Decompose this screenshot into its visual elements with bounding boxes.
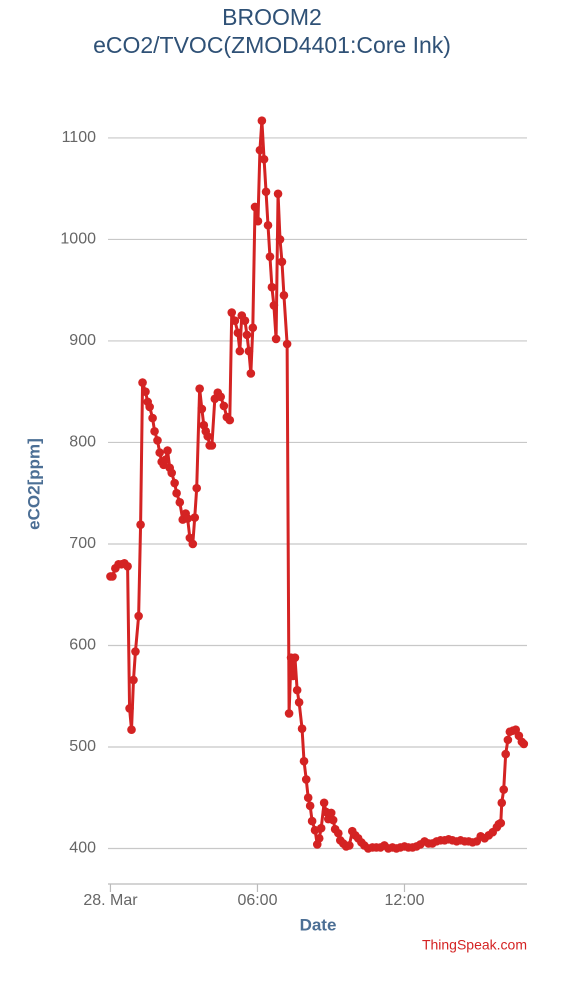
y-tick-label: 400 [69,840,96,857]
data-point [230,316,240,325]
data-point [334,828,343,838]
data-point [134,611,143,621]
y-tick-label: 500 [69,738,96,755]
data-point [233,328,243,338]
data-point [503,735,513,745]
data-point [496,818,506,828]
data-point [284,709,294,718]
data-point [244,346,254,356]
data-point [170,478,179,488]
data-point [123,561,132,571]
data-point [141,387,150,397]
data-point [271,334,281,344]
data-point [263,220,273,230]
data-point [172,488,181,498]
data-point [277,257,287,267]
data-point [227,308,237,317]
y-axis-label: eCO2[ppm] [24,438,43,530]
x-axis-label: Date [300,915,337,934]
data-point [155,448,165,457]
data-point [519,739,529,749]
data-point [294,698,304,707]
data-point [153,436,162,445]
data-point [255,145,265,155]
data-point [148,413,157,423]
chart-subtitle: eCO2/TVOC(ZMOD4401:Core Ink) [93,32,451,58]
data-point [279,290,289,300]
data-point [108,572,117,581]
data-point [195,384,204,393]
data-point [326,808,336,818]
data-point [305,801,315,811]
y-tick-label: 800 [69,434,96,451]
data-point [129,675,138,685]
data-point [501,749,510,759]
data-point [301,775,311,784]
data-point [328,815,338,825]
data-point [219,401,229,411]
data-point [240,316,250,325]
data-point [175,498,185,507]
data-point [188,539,198,549]
y-tick-label: 600 [69,637,96,654]
data-point [303,793,313,803]
data-point [259,154,269,164]
data-point [297,724,307,733]
y-tick-label: 900 [69,332,96,349]
data-point [125,704,134,713]
data-point [248,323,258,333]
data-point [190,513,200,522]
data-point [267,282,277,292]
data-point [203,432,213,441]
data-point [163,446,172,455]
data-point [235,346,245,356]
data-point [319,798,329,808]
data-point [292,685,302,695]
data-point [136,520,145,529]
data-point [145,402,154,412]
y-tick-label: 1100 [62,129,97,146]
x-tick-label: 06:00 [237,892,277,909]
data-point [275,235,285,244]
data-point [497,798,507,808]
data-point [257,116,267,125]
data-point [307,816,317,826]
data-point [316,823,326,833]
data-point [242,330,252,340]
data-point [282,339,292,349]
data-point [207,441,217,450]
data-point [299,756,309,766]
data-point [183,514,192,523]
data-point [192,483,202,493]
data-point [288,671,298,681]
data-point [167,468,177,478]
y-tick-label: 1000 [60,231,96,248]
data-point [261,187,271,197]
data-point [197,404,207,414]
data-point [265,252,275,262]
data-point [131,647,140,656]
x-tick-label: 12:00 [384,892,424,909]
data-point [150,426,159,436]
data-point [314,834,324,843]
chart-title: BROOM2 [222,4,322,30]
data-point [499,785,509,794]
data-point [216,392,226,402]
data-point [345,841,354,850]
data-point [250,202,260,212]
data-point [127,725,136,735]
data-point [253,216,263,226]
credit[interactable]: ThingSpeak.com [422,937,527,953]
data-point [290,653,300,662]
x-tick-label: 28. Mar [83,892,138,909]
data-point [138,378,147,387]
data-point [161,455,170,465]
data-point [273,189,283,199]
data-point [246,369,256,378]
data-point [269,301,279,310]
y-tick-label: 700 [69,535,96,552]
data-point [225,415,235,425]
